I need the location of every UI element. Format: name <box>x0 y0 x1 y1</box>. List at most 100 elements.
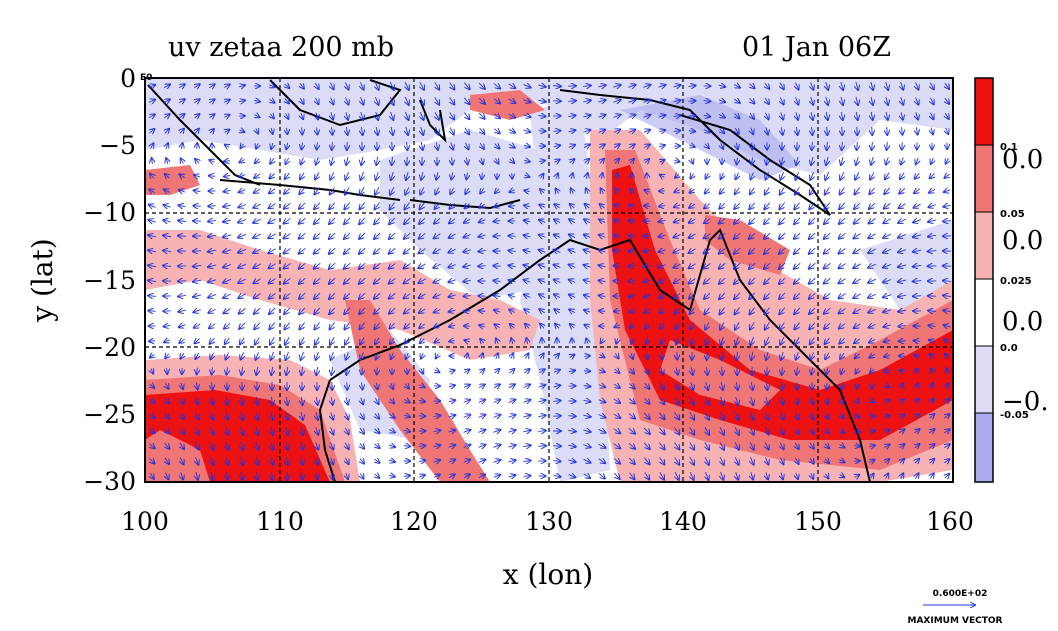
x-axis-label: x (lon) <box>503 558 593 591</box>
wind-vector <box>302 127 303 135</box>
wind-vector <box>809 307 816 314</box>
wind-vector <box>780 322 785 329</box>
wind-vector <box>827 126 828 135</box>
wind-vector <box>404 263 411 268</box>
wind-vector <box>704 263 711 268</box>
wind-vector <box>749 202 756 209</box>
wind-vector <box>704 277 711 284</box>
wind-vector <box>885 172 889 180</box>
wind-vector <box>824 322 831 329</box>
wind-vector <box>361 156 363 165</box>
wind-vector <box>630 159 634 163</box>
wind-vector <box>239 307 246 313</box>
positive-region-east-cape <box>705 215 790 275</box>
wind-vector <box>329 247 336 254</box>
wind-vector <box>752 142 753 149</box>
wind-vector <box>178 310 186 312</box>
wind-vector <box>706 173 709 179</box>
wind-vector <box>346 156 348 165</box>
wind-vector <box>346 127 347 135</box>
wind-vector <box>884 203 891 208</box>
wind-vector <box>374 322 380 329</box>
wind-vector <box>841 156 843 165</box>
wind-vector <box>345 337 349 344</box>
wind-vector <box>314 292 321 299</box>
wind-vector <box>781 112 784 119</box>
wind-vector <box>285 157 288 164</box>
wind-vector <box>539 309 544 313</box>
y-axis-label: y (lat) <box>26 238 59 322</box>
y-tick-label: −30 <box>83 467 136 496</box>
wind-vector <box>554 235 561 238</box>
positive-region-northwest <box>145 165 200 195</box>
wind-vector <box>268 219 276 224</box>
wind-vector <box>601 339 604 343</box>
wind-vector <box>674 307 679 314</box>
wind-vector <box>299 217 306 224</box>
positive-region-southwest-strong <box>145 390 330 482</box>
wind-vector <box>253 264 261 268</box>
wind-vector <box>854 324 861 328</box>
wind-vector <box>208 309 216 313</box>
wind-vector <box>463 265 471 267</box>
wind-vector <box>269 278 276 283</box>
wind-vector <box>779 232 786 239</box>
wind-vector <box>689 307 694 314</box>
wind-vector <box>346 97 349 104</box>
wind-vector <box>496 338 498 343</box>
wind-vector <box>524 220 531 222</box>
wind-vector <box>179 325 186 328</box>
wind-vector <box>375 187 379 195</box>
wind-vector <box>570 324 574 328</box>
wind-vector <box>810 337 815 345</box>
wind-vector <box>916 112 918 119</box>
wind-vector <box>901 97 903 105</box>
wind-vector <box>869 202 876 209</box>
wind-vector <box>704 234 711 239</box>
wind-vector <box>314 307 321 314</box>
wind-vector <box>223 265 232 268</box>
wind-vector <box>465 142 468 150</box>
map-title: uv zetaa 200 mb <box>168 32 394 63</box>
wind-vector <box>208 294 217 297</box>
wind-vector <box>238 279 247 283</box>
wind-vector <box>271 142 273 149</box>
wind-vector <box>404 232 411 239</box>
wind-vector <box>720 129 725 133</box>
wind-vector <box>418 249 426 254</box>
wind-vector <box>376 111 379 120</box>
wind-vector <box>853 249 861 254</box>
wind-vector <box>284 307 291 314</box>
wind-vector <box>479 204 485 208</box>
wind-vector <box>434 234 441 239</box>
reference-vector-caption: MAXIMUM VECTOR <box>907 616 1002 626</box>
wind-vector <box>256 128 258 133</box>
wind-vector <box>316 157 318 164</box>
y-tick-label: −10 <box>83 198 136 227</box>
wind-vector <box>913 235 922 237</box>
wind-vector <box>508 265 516 266</box>
wind-vector <box>524 280 531 283</box>
wind-vector <box>419 324 426 328</box>
wind-vector <box>856 81 858 90</box>
wind-vector <box>779 262 786 269</box>
wind-vector <box>359 247 366 254</box>
wind-vector <box>688 101 696 102</box>
wind-vector <box>569 234 576 237</box>
wind-vector <box>599 265 606 267</box>
wind-vector <box>554 280 561 283</box>
wind-vector <box>194 175 201 177</box>
wind-vector <box>644 309 651 313</box>
wind-vector <box>842 126 843 135</box>
wind-vector <box>284 322 290 330</box>
wind-vector <box>750 112 754 119</box>
wind-vector <box>584 250 591 253</box>
wind-vector <box>509 280 516 282</box>
colorbar-swatch <box>975 212 993 279</box>
wind-vector <box>688 131 695 132</box>
wind-vector <box>300 97 303 104</box>
wind-vector <box>854 217 861 223</box>
wind-vector <box>195 114 200 118</box>
wind-vector <box>883 234 892 238</box>
wind-vector <box>316 97 319 104</box>
